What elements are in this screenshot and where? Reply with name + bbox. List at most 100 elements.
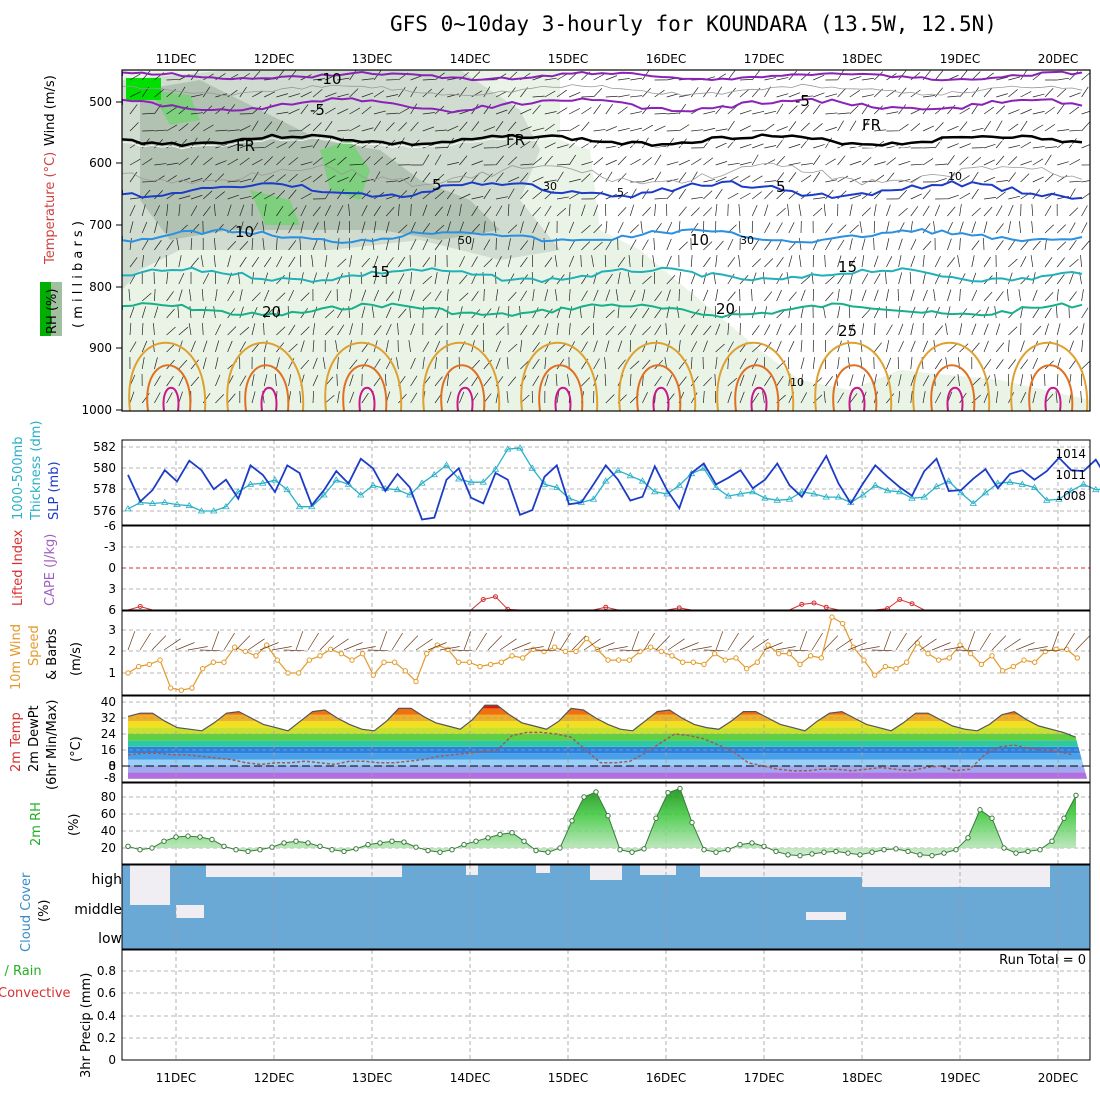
contour-plus35 [554, 386, 572, 411]
wind-barb [177, 306, 180, 319]
wind-barb [275, 374, 277, 387]
wind-speed-point [893, 666, 899, 672]
rh-point [665, 790, 671, 796]
thickness-point [124, 505, 132, 512]
wind-barb [715, 204, 718, 217]
wind-barb [276, 221, 281, 234]
wind-barb [322, 357, 326, 370]
contour-label: -10 [317, 70, 342, 88]
wind-speed-point [967, 650, 974, 657]
wind-barb [824, 255, 826, 268]
wind-barb [861, 94, 874, 98]
wind-barb [129, 341, 137, 353]
wind-barb [544, 179, 557, 183]
wind-barb [385, 324, 392, 336]
wind-barb [385, 306, 392, 319]
wind-barb [678, 159, 691, 166]
wind-barb [544, 90, 556, 98]
wind-barb [154, 175, 165, 183]
wind-barb [166, 162, 179, 166]
wind-barb [678, 376, 687, 387]
wind-barb [361, 106, 372, 115]
wind-barb [300, 192, 312, 200]
rh-tick: 20 [101, 841, 116, 855]
wind-barb [629, 324, 637, 336]
top-date-axis: 11DEC 12DEC 13DEC 14DEC 15DEC 16DEC 17DEC 18DEC… [156, 52, 1078, 66]
thickness-point [785, 495, 794, 502]
wind-barb [373, 156, 384, 166]
contour-plus35 [358, 386, 376, 411]
temp2m-label: 2m Temp [9, 712, 24, 772]
wind-barb [199, 649, 221, 652]
temp-label: Temperature (°C) [43, 152, 58, 265]
date-label-bottom: 20DEC [1038, 1071, 1078, 1085]
cloud-gap [176, 905, 204, 918]
wind-barb [776, 222, 783, 234]
wind-barb [544, 357, 547, 370]
wind-barb [1081, 110, 1090, 115]
rh-point [221, 843, 227, 849]
li-line [875, 598, 925, 611]
wind-barb [800, 374, 803, 387]
wind-speed-point [626, 657, 633, 663]
wind-barb [1008, 204, 1014, 217]
wind-barb [129, 73, 141, 81]
wind-barb [239, 195, 252, 200]
temp-band [128, 740, 1088, 747]
thickness-point [1030, 483, 1039, 490]
wind-barb [947, 206, 956, 217]
wind-barb [398, 273, 405, 285]
wind-barb [788, 143, 801, 149]
wind-barb [324, 290, 332, 302]
wind-speed-point [402, 668, 409, 674]
wind-tick: 3 [108, 623, 116, 637]
wind-barb [239, 256, 247, 268]
wind-barb [507, 188, 515, 200]
wind-barb [690, 357, 693, 370]
wind-speed-point [487, 661, 494, 668]
wind-barb [776, 289, 782, 302]
temp-band [128, 708, 1088, 715]
wind-barb [910, 255, 916, 268]
wind-barb [446, 238, 451, 251]
wind-barb [971, 127, 984, 132]
wind-barb [581, 204, 586, 217]
wind-barb [617, 359, 626, 370]
wind-barb [263, 357, 266, 370]
rh-shading-green3 [150, 90, 200, 125]
wind-barb [190, 155, 199, 166]
cloud-gap [806, 912, 846, 920]
thickness-point [1067, 486, 1075, 494]
wind-barb [922, 340, 928, 353]
wind-barb [691, 129, 704, 132]
wind-barb [1069, 340, 1074, 353]
contour-label: 30 [740, 234, 754, 247]
wind-barb [861, 323, 865, 336]
wind-barb [520, 204, 525, 217]
wind-barb [166, 239, 174, 251]
rh-point [461, 841, 467, 848]
wind-barb [300, 145, 313, 149]
thickness-point [369, 481, 377, 488]
wind-barb [1094, 375, 1099, 386]
wind-barb [349, 323, 353, 336]
wind-barb [324, 255, 328, 268]
wind-barb [885, 272, 887, 285]
wind-barb [385, 291, 394, 302]
wind-barb [607, 646, 628, 651]
contour-plus25 [128, 341, 207, 411]
wind-barb [349, 374, 354, 387]
rh-point [581, 794, 587, 800]
wind-barb [861, 238, 866, 251]
wind-barb [1093, 204, 1094, 216]
contour-plus20 [122, 302, 1083, 319]
wind-barb [307, 632, 319, 651]
wind-barb [825, 291, 834, 302]
wind-barb [508, 176, 520, 183]
contour-label: 5 [617, 186, 624, 199]
wind-barb [898, 391, 901, 404]
wind-barb [934, 204, 941, 217]
wind-barb [311, 255, 314, 268]
temp-tick: 16 [101, 743, 116, 757]
wind-barb [764, 77, 777, 81]
